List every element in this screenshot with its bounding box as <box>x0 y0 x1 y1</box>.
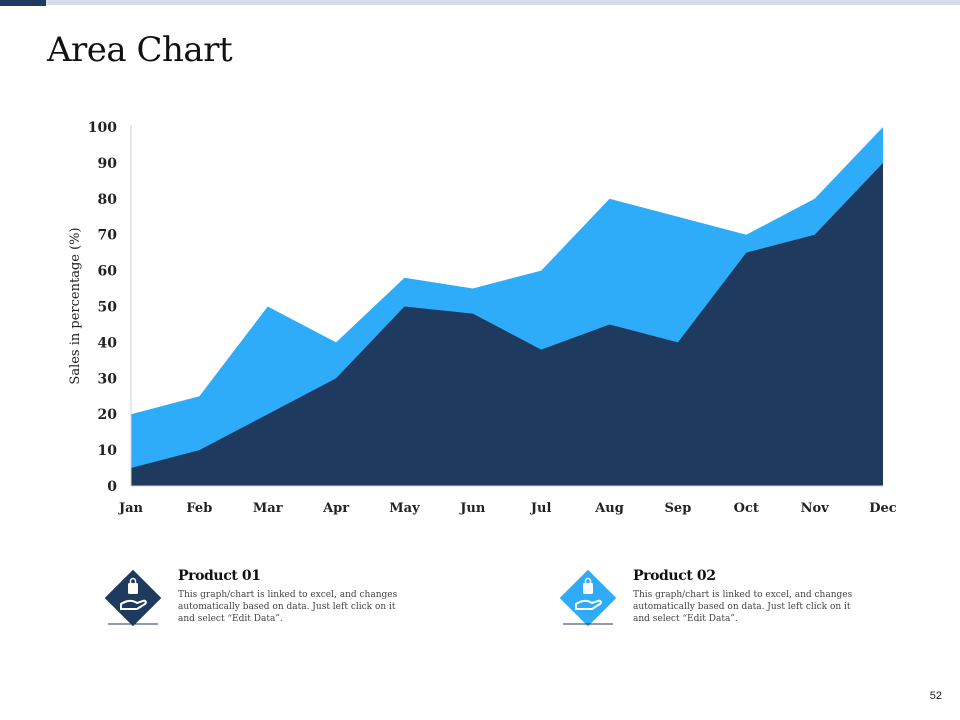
x-tick-label: Sep <box>665 501 692 516</box>
x-tick-label: Dec <box>869 501 897 516</box>
x-tick-label: Aug <box>594 501 624 516</box>
top-accent-bar <box>0 0 960 5</box>
y-tick-label: 50 <box>98 300 118 316</box>
x-tick-label: Jun <box>459 501 486 516</box>
x-tick-label: Jan <box>118 501 144 516</box>
legend-card-text: This graph/chart is linked to excel, and… <box>178 590 398 624</box>
y-axis-label: Sales in percentage (%) <box>68 227 83 384</box>
x-tick-label: Feb <box>186 501 212 516</box>
legend-card-text: This graph/chart is linked to excel, and… <box>633 590 853 624</box>
legend-card-title: Product 02 <box>633 568 716 584</box>
x-tick-label: Mar <box>253 501 283 516</box>
legend-card-title: Product 01 <box>178 568 261 584</box>
area-series-product-01 <box>131 162 883 486</box>
area-chart: 0 10 20 30 40 50 60 70 80 90 100 Jan Feb Mar Apr May Jun… <box>68 120 897 516</box>
y-tick-label: 0 <box>107 479 117 495</box>
x-tick-label: May <box>389 501 420 516</box>
legend-card-product-02: Product 02 This graph/chart is linked to… <box>559 560 893 627</box>
page-number: 52 <box>929 690 942 702</box>
x-tick-label: Oct <box>734 501 759 516</box>
x-tick-label: Nov <box>801 501 830 516</box>
hand-with-bag-icon <box>559 569 617 627</box>
x-tick-label: Apr <box>322 501 349 516</box>
legend-card-product-01: Product 01 This graph/chart is linked to… <box>104 560 438 627</box>
x-tick-label: Jul <box>530 501 552 516</box>
y-tick-label: 100 <box>88 120 117 136</box>
hand-with-bag-icon <box>104 569 162 627</box>
y-tick-label: 90 <box>98 156 118 172</box>
page-title: Area Chart <box>47 30 233 70</box>
y-tick-label: 80 <box>98 192 118 208</box>
y-tick-label: 40 <box>98 335 118 351</box>
y-tick-label: 70 <box>98 228 118 244</box>
y-tick-label: 10 <box>98 443 118 459</box>
y-tick-label: 20 <box>98 407 118 423</box>
top-accent-block <box>0 0 46 6</box>
y-tick-label: 60 <box>98 264 118 280</box>
y-tick-label: 30 <box>98 371 118 387</box>
